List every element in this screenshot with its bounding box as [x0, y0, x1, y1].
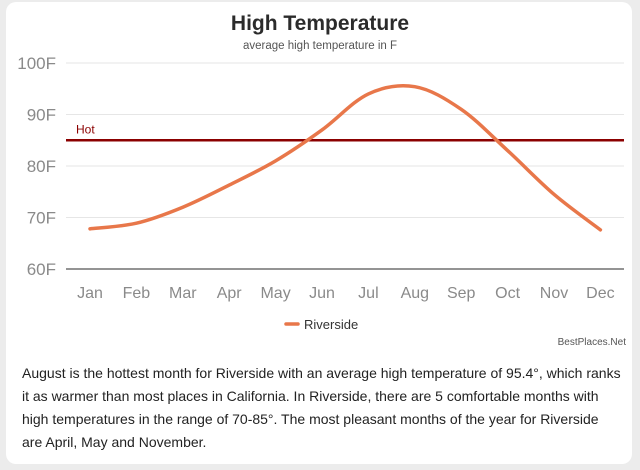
x-tick-label: Jan: [77, 285, 103, 302]
x-tick-label: Mar: [169, 285, 197, 302]
y-tick-label: 90F: [27, 106, 56, 125]
chart-title: High Temperature: [230, 12, 410, 35]
chart-subtitle: average high temperature in F: [242, 40, 398, 52]
credit-text: BestPlaces.Net: [557, 337, 626, 348]
x-tick-label: Feb: [123, 285, 151, 302]
x-tick-label: Nov: [540, 285, 568, 302]
x-tick-label: Sep: [447, 285, 476, 302]
chart-card: [6, 2, 632, 464]
y-tick-label: 80F: [27, 157, 56, 176]
x-tick-label: Jul: [358, 285, 378, 302]
y-tick-label: 100F: [17, 54, 56, 73]
x-tick-label: Oct: [495, 285, 520, 302]
description-text: August is the hottest month for Riversid…: [22, 365, 621, 450]
x-tick-label: Jun: [309, 285, 335, 302]
hot-reference-label: Hot: [76, 122, 95, 136]
x-tick-label: May: [260, 285, 290, 302]
y-tick-label: 60F: [27, 260, 56, 279]
series-line-riverside: [88, 83, 603, 232]
legend-label: Riverside: [304, 317, 358, 332]
x-tick-label: Dec: [586, 285, 614, 302]
x-tick-label: Aug: [401, 285, 429, 302]
y-tick-label: 70F: [27, 209, 56, 228]
x-tick-label: Apr: [217, 285, 243, 302]
